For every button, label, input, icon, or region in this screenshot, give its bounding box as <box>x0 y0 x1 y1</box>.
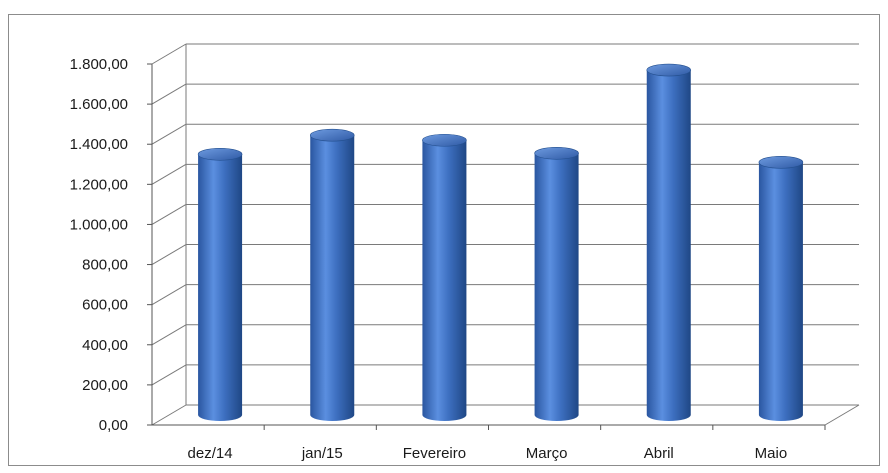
gridline-side <box>151 204 187 225</box>
bars <box>197 63 804 422</box>
gridline-side <box>151 163 187 185</box>
x-tick-label: Maio <box>755 445 788 462</box>
gridline-side <box>151 364 187 386</box>
bar <box>309 128 355 422</box>
y-tick-label: 400,00 <box>82 337 128 354</box>
bar <box>534 146 579 422</box>
gridline-side <box>151 123 187 145</box>
bar-cap <box>646 63 692 77</box>
gridline-side <box>151 83 187 105</box>
bar <box>422 133 467 422</box>
bar <box>197 147 243 422</box>
y-tick-label: 1.000,00 <box>70 216 128 233</box>
y-tick-labels: 0,00 200,00 400,00 600,00 800,00 1.000,00 1.20… <box>70 56 128 434</box>
bar-cap <box>534 146 579 160</box>
bar-cap <box>197 147 243 161</box>
gridline-side <box>151 404 187 426</box>
y-tick-label: 1.400,00 <box>70 136 128 153</box>
gridline-side <box>151 244 187 265</box>
bar <box>646 63 692 422</box>
x-tick-label: dez/14 <box>188 445 233 462</box>
floor-edge <box>824 404 860 426</box>
axes <box>147 44 860 430</box>
bar-body <box>310 135 355 422</box>
y-tick-label: 600,00 <box>82 297 128 314</box>
x-tick-label: Fevereiro <box>403 445 466 462</box>
bar-cap <box>309 128 355 142</box>
bar-cap <box>758 156 804 169</box>
bar-body <box>758 162 803 422</box>
x-tick-labels: dez/14 jan/15 Fevereiro Março Abril Maio <box>188 445 788 462</box>
x-tick-label: jan/15 <box>301 445 343 462</box>
bar <box>758 156 804 422</box>
x-tick-label: Abril <box>644 445 674 462</box>
gridline-side <box>151 43 187 65</box>
gridline-side <box>151 324 187 346</box>
bar-body <box>534 153 579 422</box>
y-tick-label: 1.600,00 <box>70 96 128 113</box>
x-tick-label: Março <box>526 445 568 462</box>
bar-body <box>422 140 467 422</box>
bar-body <box>198 154 243 422</box>
bar-body <box>646 70 691 422</box>
y-tick-label: 200,00 <box>82 377 128 394</box>
gridlines <box>151 43 859 426</box>
y-tick-label: 0,00 <box>99 417 128 434</box>
y-tick-label: 800,00 <box>82 257 128 274</box>
bar-cap <box>422 133 467 147</box>
y-tick-label: 1.800,00 <box>70 56 128 73</box>
y-tick-label: 1.200,00 <box>70 176 128 193</box>
gridline-side <box>151 284 187 306</box>
